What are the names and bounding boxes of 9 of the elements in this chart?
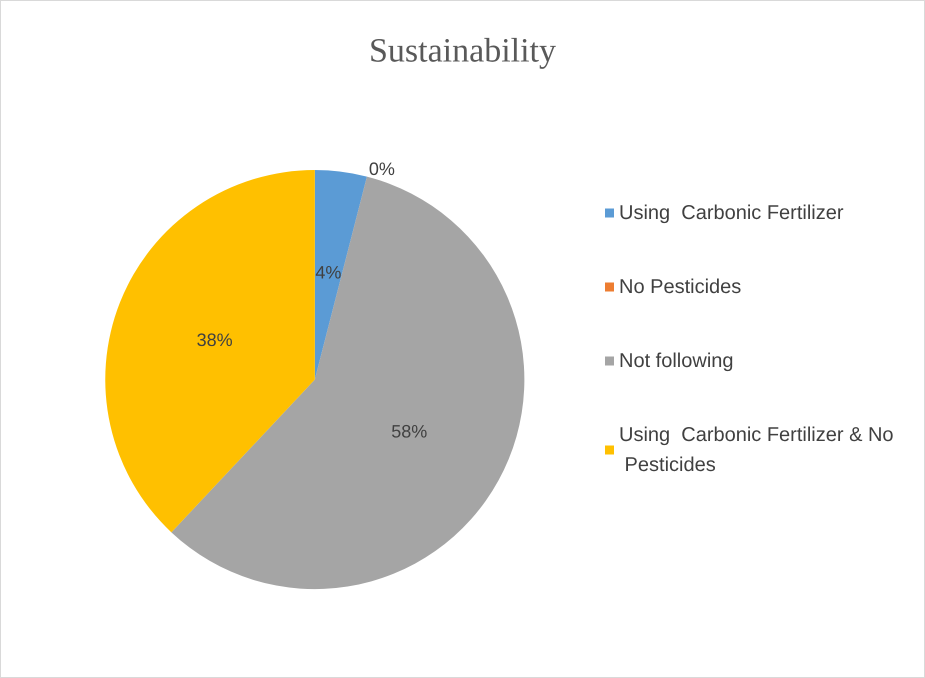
chart-title: Sustainability (369, 32, 556, 70)
data-label: 38% (196, 330, 233, 350)
legend-label: No Pesticides (619, 276, 742, 298)
text: 0% (368, 158, 395, 179)
legend-label: Using Carbonic Fertilizer (619, 202, 844, 224)
data-label: 4% (315, 262, 342, 283)
legend-label: Not following (619, 350, 734, 372)
data-label: 58% (391, 421, 428, 442)
legend-label: Using Carbonic Fertilizer & No Pesticides (619, 424, 894, 476)
